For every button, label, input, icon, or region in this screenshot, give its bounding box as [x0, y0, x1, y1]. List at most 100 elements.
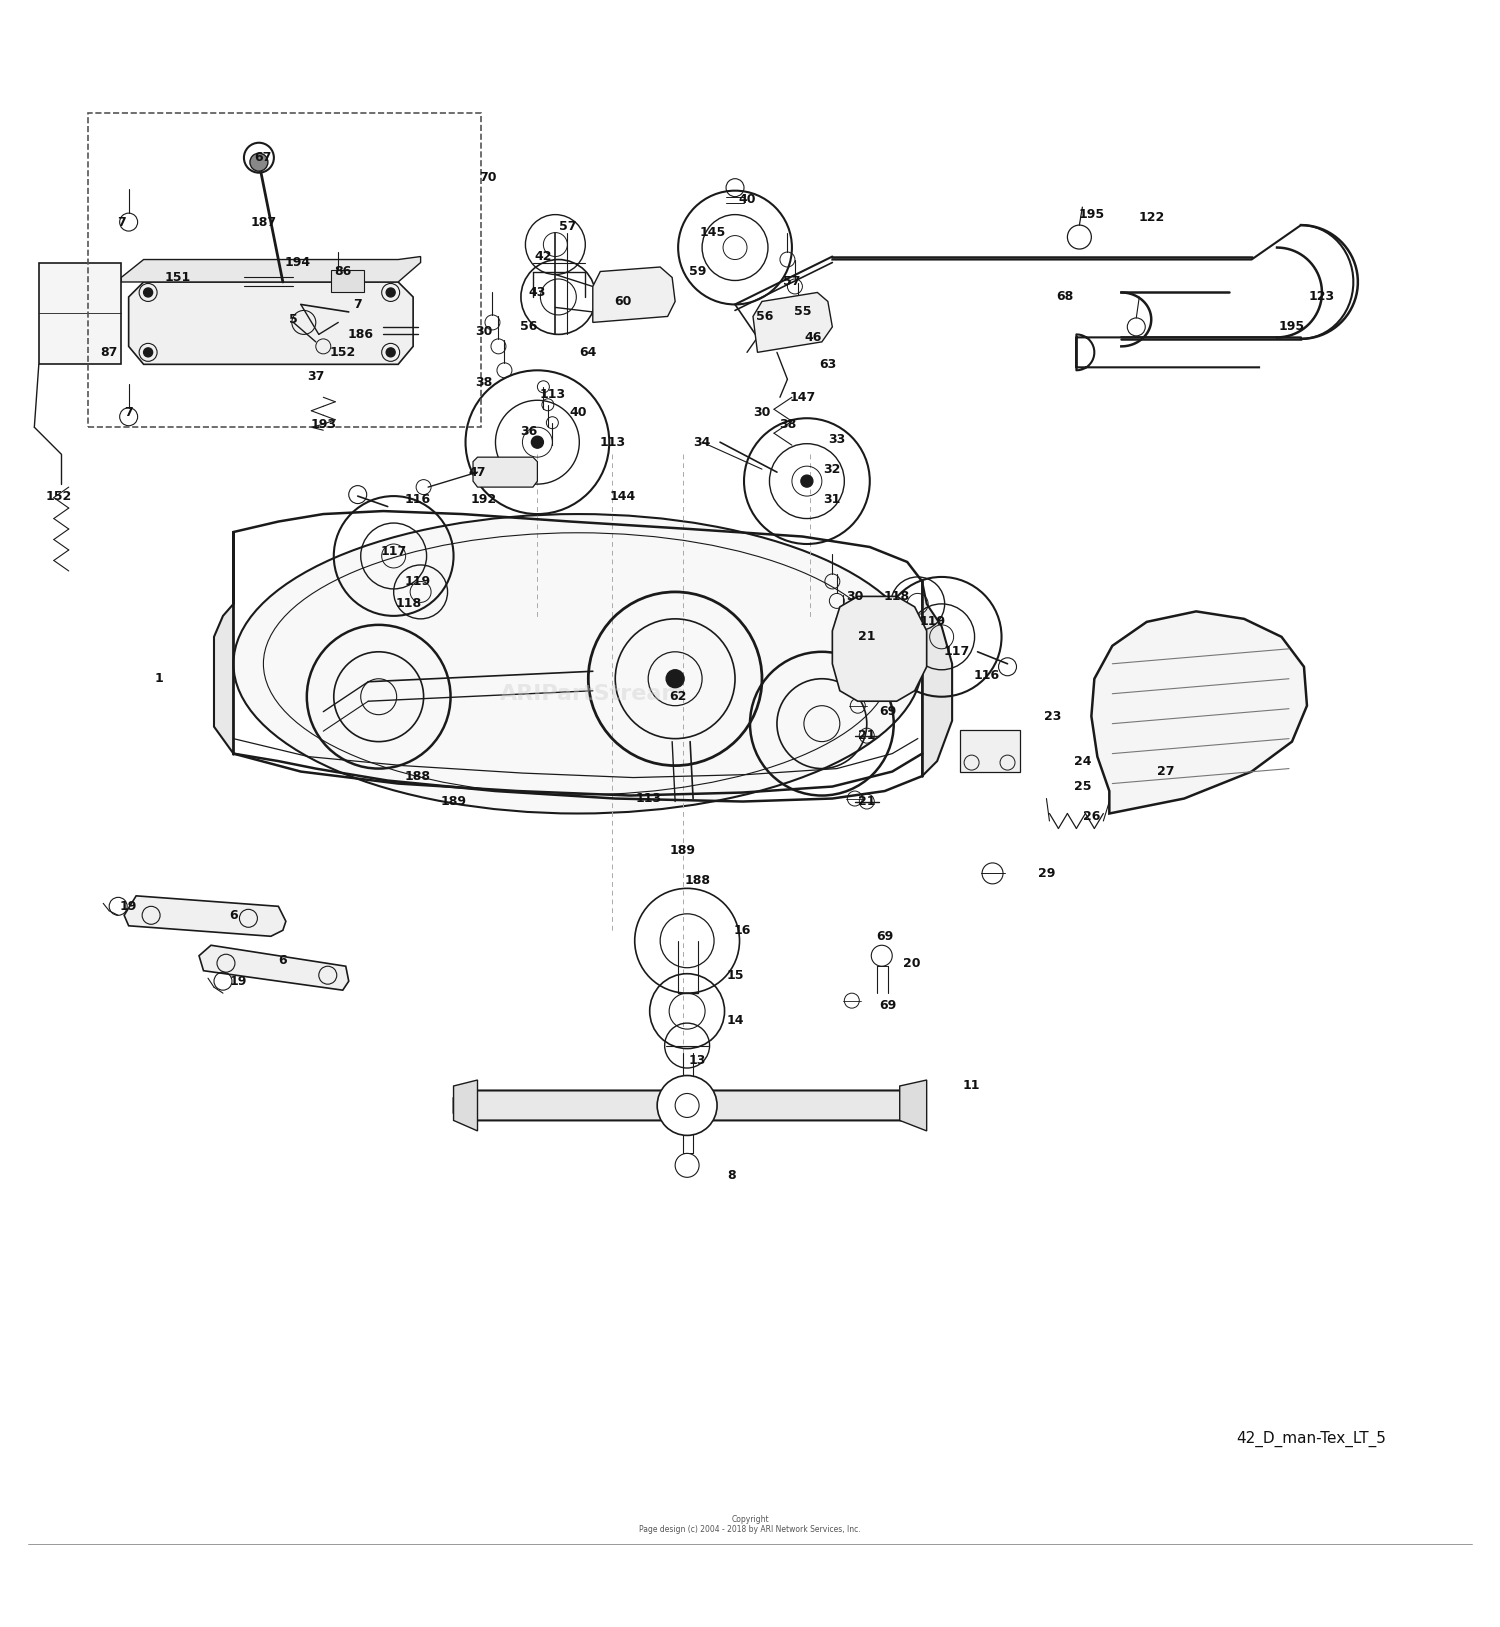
- Text: 14: 14: [726, 1014, 744, 1027]
- Polygon shape: [122, 257, 420, 281]
- Polygon shape: [200, 945, 348, 991]
- Text: 43: 43: [528, 286, 546, 299]
- Text: 189: 189: [441, 796, 466, 809]
- Text: 119: 119: [405, 574, 430, 587]
- Polygon shape: [922, 581, 952, 776]
- Text: 151: 151: [165, 272, 190, 285]
- Text: 15: 15: [726, 968, 744, 981]
- Text: 25: 25: [1074, 779, 1090, 792]
- Text: 16: 16: [734, 924, 752, 937]
- Text: 69: 69: [879, 704, 897, 718]
- Text: 13: 13: [688, 1054, 706, 1067]
- Polygon shape: [453, 1090, 922, 1121]
- Text: 118: 118: [396, 597, 422, 610]
- Text: 5: 5: [290, 312, 297, 325]
- Polygon shape: [214, 532, 234, 753]
- Text: 70: 70: [478, 171, 496, 184]
- Text: 30: 30: [476, 325, 492, 338]
- Text: 59: 59: [688, 265, 706, 278]
- Circle shape: [251, 153, 268, 171]
- Bar: [960, 729, 1020, 771]
- Text: 86: 86: [334, 265, 351, 278]
- Text: 31: 31: [824, 493, 842, 506]
- Text: 152: 152: [330, 347, 356, 360]
- Text: 34: 34: [693, 436, 711, 449]
- Text: 57: 57: [783, 275, 801, 288]
- Text: 187: 187: [251, 216, 276, 229]
- Text: 46: 46: [804, 330, 822, 343]
- Text: 69: 69: [879, 999, 897, 1012]
- Text: 1: 1: [154, 672, 164, 685]
- Text: ARIPartStream: ARIPartStream: [500, 683, 686, 704]
- Circle shape: [531, 436, 543, 447]
- Text: 38: 38: [778, 418, 796, 431]
- Text: 188: 188: [405, 770, 430, 783]
- Text: 147: 147: [789, 390, 816, 403]
- Text: 36: 36: [520, 425, 537, 438]
- Polygon shape: [900, 1080, 927, 1131]
- Text: 186: 186: [348, 329, 374, 342]
- Text: 42: 42: [534, 251, 552, 264]
- Polygon shape: [453, 1080, 477, 1131]
- Text: 32: 32: [824, 462, 842, 475]
- Text: 195: 195: [1280, 321, 1305, 334]
- Text: 40: 40: [568, 405, 586, 418]
- Text: 38: 38: [476, 376, 492, 389]
- Text: 113: 113: [540, 387, 566, 400]
- Text: 116: 116: [405, 493, 430, 506]
- Text: 119: 119: [920, 615, 945, 628]
- Circle shape: [386, 288, 394, 298]
- Text: 7: 7: [117, 216, 126, 229]
- Text: 195: 195: [1078, 208, 1104, 221]
- Text: 6: 6: [279, 953, 286, 966]
- Text: 6: 6: [230, 909, 238, 923]
- Text: 87: 87: [100, 347, 118, 360]
- Text: 69: 69: [876, 929, 894, 942]
- Circle shape: [144, 348, 153, 356]
- Circle shape: [666, 670, 684, 688]
- Text: 117: 117: [944, 646, 969, 659]
- Polygon shape: [129, 281, 413, 364]
- Text: 21: 21: [858, 630, 876, 643]
- Text: 56: 56: [519, 321, 537, 334]
- Circle shape: [386, 348, 394, 356]
- Text: 37: 37: [308, 369, 324, 382]
- Text: 27: 27: [1158, 765, 1174, 778]
- Text: 118: 118: [884, 591, 910, 604]
- Text: 113: 113: [634, 792, 662, 805]
- Text: 57: 57: [558, 220, 576, 233]
- Text: 62: 62: [669, 690, 687, 703]
- Text: 30: 30: [753, 405, 771, 418]
- Bar: [39, 262, 122, 364]
- Circle shape: [657, 1075, 717, 1136]
- Text: 145: 145: [699, 226, 726, 239]
- Text: 26: 26: [1083, 810, 1100, 823]
- Circle shape: [801, 475, 813, 486]
- Text: 8: 8: [728, 1170, 736, 1183]
- Bar: [88, 112, 480, 428]
- Ellipse shape: [234, 514, 922, 814]
- Text: 55: 55: [794, 306, 812, 319]
- Polygon shape: [1092, 612, 1306, 814]
- Text: 20: 20: [903, 957, 921, 970]
- Text: 19: 19: [230, 975, 246, 988]
- Text: 42_D_man-Tex_LT_5: 42_D_man-Tex_LT_5: [1236, 1432, 1386, 1448]
- Text: 30: 30: [846, 591, 864, 604]
- Text: 116: 116: [974, 669, 999, 682]
- Text: 11: 11: [963, 1079, 981, 1092]
- Text: 33: 33: [828, 433, 846, 446]
- Text: 123: 123: [1310, 291, 1335, 304]
- Text: 144: 144: [609, 490, 636, 503]
- Text: 113: 113: [598, 436, 625, 449]
- Text: 193: 193: [310, 418, 336, 431]
- Circle shape: [144, 288, 153, 298]
- Text: 21: 21: [858, 729, 876, 742]
- Text: 68: 68: [1056, 291, 1072, 304]
- Text: 67: 67: [255, 151, 272, 164]
- Text: 40: 40: [738, 194, 756, 207]
- Text: 23: 23: [1044, 709, 1060, 722]
- Text: 24: 24: [1074, 755, 1090, 768]
- Text: 192: 192: [471, 493, 496, 506]
- Text: 189: 189: [669, 844, 696, 857]
- Text: 188: 188: [684, 874, 711, 887]
